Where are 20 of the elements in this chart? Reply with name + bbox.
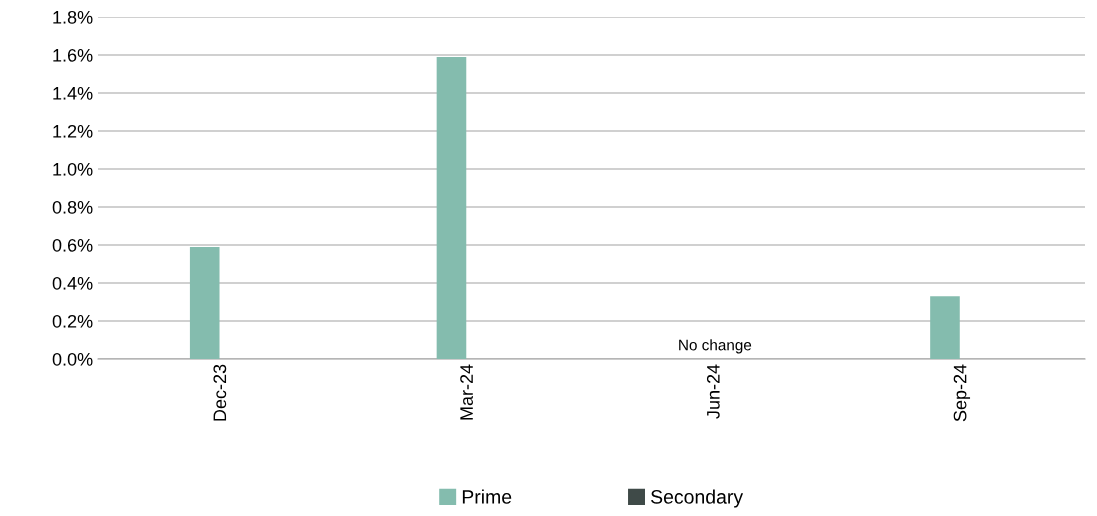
bar bbox=[189, 246, 220, 359]
y-tick-label: 1.2% bbox=[53, 124, 93, 138]
x-tick-label: Mar-24 bbox=[460, 364, 473, 420]
bar bbox=[930, 296, 960, 359]
bar bbox=[436, 56, 467, 359]
y-tick-label: 0.0% bbox=[52, 352, 93, 366]
x-tick-label: Jun-24 bbox=[706, 364, 720, 419]
x-tick-label: Dec-23 bbox=[213, 364, 227, 421]
y-tick-label: 0.4% bbox=[52, 276, 93, 290]
legend-label: Secondary bbox=[651, 489, 744, 508]
y-tick-label: 1.6% bbox=[53, 48, 93, 62]
y-tick-label: 0.6% bbox=[52, 238, 93, 252]
annotation: No change bbox=[679, 339, 752, 354]
y-tick-label: 1.0% bbox=[53, 162, 93, 176]
x-tick-label: Sep-24 bbox=[953, 364, 971, 422]
legend-label: Prime bbox=[462, 489, 512, 504]
y-tick-label: 0.2% bbox=[52, 314, 93, 328]
y-tick-label: 0.8% bbox=[52, 200, 93, 214]
y-tick-label: 1.4% bbox=[53, 87, 93, 100]
y-tick-label: 1.8% bbox=[53, 10, 93, 24]
